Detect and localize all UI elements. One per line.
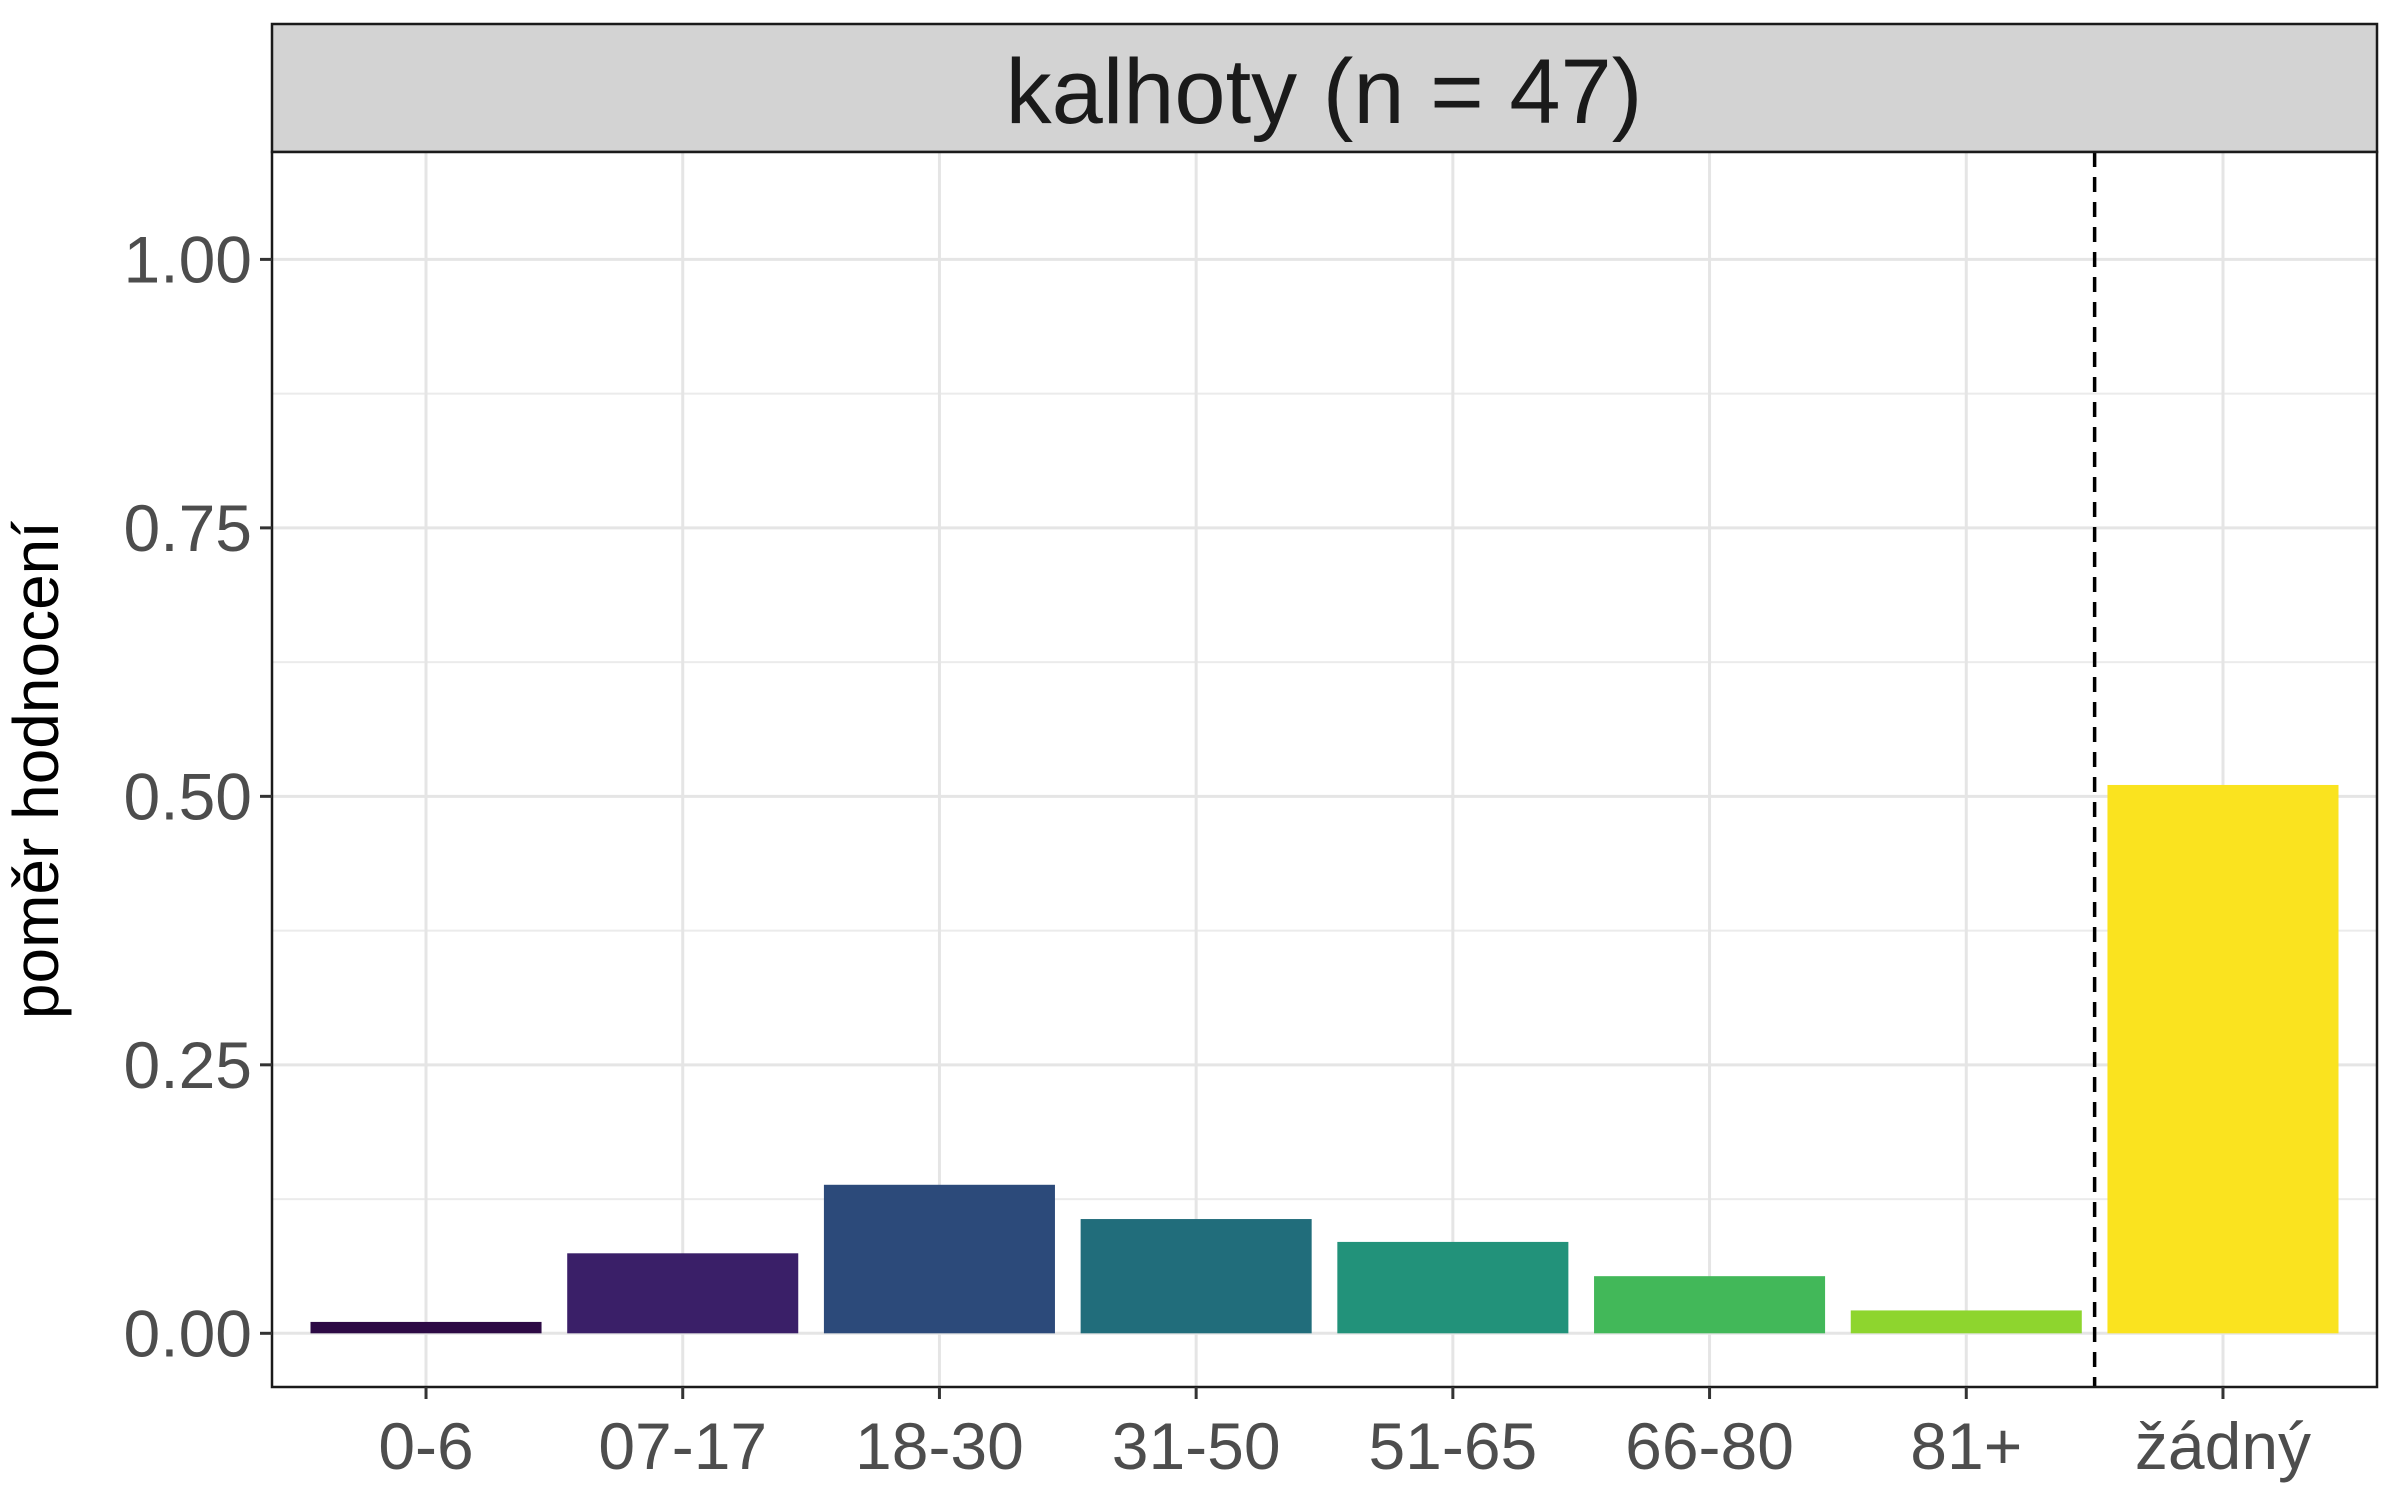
bar-51-65 — [1337, 1241, 1569, 1334]
bars — [310, 784, 2339, 1334]
bar-18-30 — [823, 1184, 1055, 1334]
y-axis-title: poměr hodnocení — [0, 521, 72, 1019]
plot-border — [270, 150, 2379, 1389]
bar-žádný — [2107, 784, 2339, 1334]
x-tick-label: 51-65 — [1368, 1409, 1537, 1483]
x-tick-label: 81+ — [1910, 1409, 2022, 1483]
bar-81+ — [1850, 1310, 2082, 1334]
bar-07-17 — [567, 1253, 799, 1334]
x-tick-label: 31-50 — [1112, 1409, 1281, 1483]
bar-0-6 — [310, 1321, 542, 1334]
x-tick-label: 66-80 — [1625, 1409, 1794, 1483]
x-tick-label: 0-6 — [378, 1409, 473, 1483]
y-tick-label: 1.00 — [124, 222, 252, 296]
grid-major — [272, 152, 2377, 1387]
chart-title: kalhoty (n = 47) — [1006, 41, 1643, 143]
x-tick-label: 18-30 — [855, 1409, 1024, 1483]
y-tick-label: 0.00 — [124, 1296, 252, 1370]
y-tick-label: 0.50 — [124, 759, 252, 833]
y-tick-label: 0.75 — [124, 491, 252, 565]
x-tick-label: žádný — [2135, 1409, 2311, 1483]
y-axis: 0.00 0.25 0.50 0.75 1.00 — [124, 222, 272, 1370]
x-axis: 0-6 07-17 18-30 31-50 51-65 66-80 81+ žádný — [378, 1387, 2311, 1483]
x-tick-label: 07-17 — [598, 1409, 767, 1483]
grid-minor — [272, 392, 2377, 1201]
bar-31-50 — [1080, 1219, 1312, 1334]
facet-strip — [270, 22, 2379, 154]
y-tick-label: 0.25 — [124, 1028, 252, 1102]
bar-66-80 — [1594, 1276, 1826, 1334]
plot-panel — [272, 152, 2377, 1387]
